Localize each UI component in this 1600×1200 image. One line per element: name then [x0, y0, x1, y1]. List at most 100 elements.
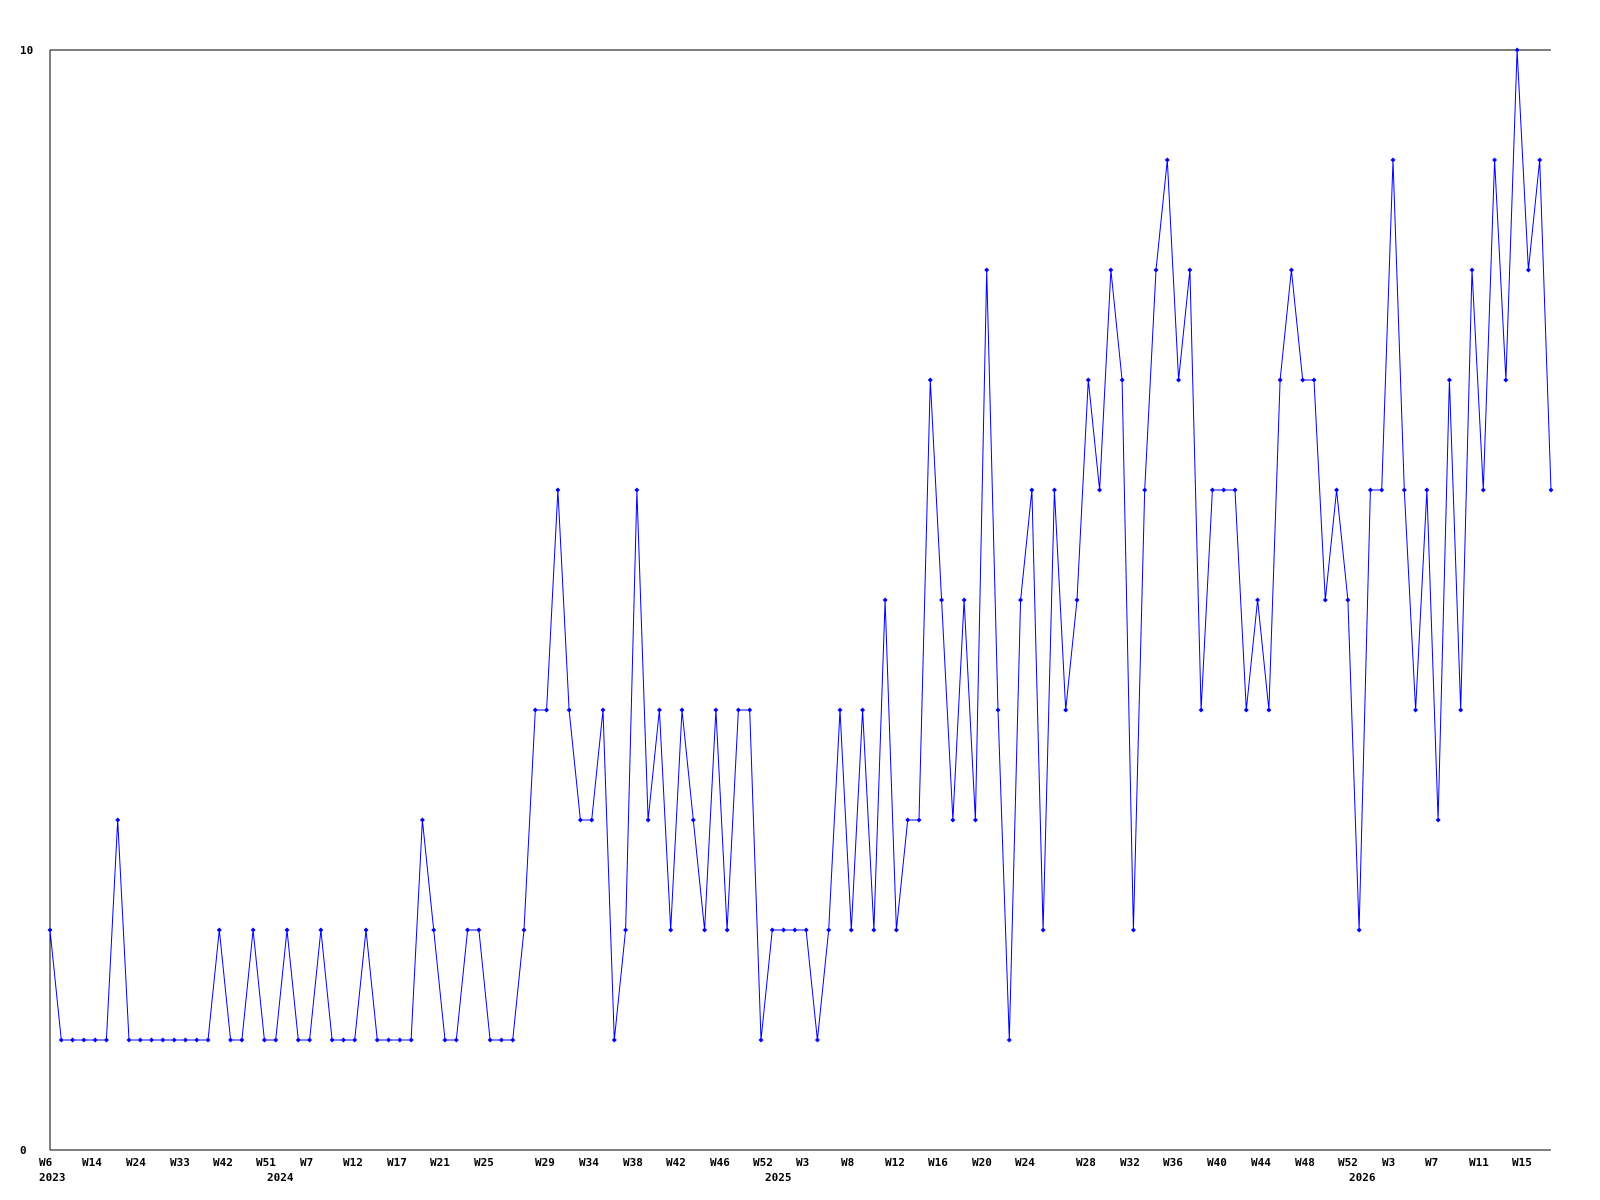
data-point	[589, 817, 595, 823]
data-point	[476, 927, 482, 933]
data-point	[340, 1037, 346, 1043]
x-tick-label: W42	[213, 1156, 233, 1169]
x-tick-label: W21	[430, 1156, 450, 1169]
data-point	[498, 1037, 504, 1043]
data-point	[103, 1037, 109, 1043]
data-point	[318, 927, 324, 933]
data-point	[261, 1037, 267, 1043]
data-point	[995, 707, 1001, 713]
data-point	[81, 1037, 87, 1043]
x-tick-label: W25	[474, 1156, 494, 1169]
data-point	[1345, 597, 1351, 603]
data-point	[893, 927, 899, 933]
x-tick-label: W32	[1120, 1156, 1140, 1169]
data-point	[374, 1037, 380, 1043]
year-labels: 2023 2024 2025 2026	[39, 1171, 1376, 1184]
data-point	[668, 927, 674, 933]
data-point	[510, 1037, 516, 1043]
series	[47, 47, 1554, 1043]
data-point	[115, 817, 121, 823]
data-point	[848, 927, 854, 933]
x-tick-label: W24	[1015, 1156, 1035, 1169]
data-point	[532, 707, 538, 713]
data-point	[1277, 377, 1283, 383]
data-point	[239, 1037, 245, 1043]
data-point	[1232, 487, 1238, 493]
data-point	[1142, 487, 1148, 493]
axes: 10 0	[20, 44, 1551, 1157]
data-point	[1243, 707, 1249, 713]
data-point	[792, 927, 798, 933]
x-tick-label: W7	[300, 1156, 313, 1169]
data-point	[1525, 267, 1531, 273]
data-point	[182, 1037, 188, 1043]
data-point	[216, 927, 222, 933]
data-point	[781, 927, 787, 933]
data-point	[58, 1037, 64, 1043]
data-point	[939, 597, 945, 603]
year-label: 2026	[1349, 1171, 1376, 1184]
data-point	[1097, 487, 1103, 493]
data-point	[758, 1037, 764, 1043]
data-point	[1492, 157, 1498, 163]
data-point	[386, 1037, 392, 1043]
series-line	[49, 49, 1552, 1041]
x-tick-label: W12	[885, 1156, 905, 1169]
data-point	[1266, 707, 1272, 713]
x-tick-label: W15	[1512, 1156, 1532, 1169]
data-point	[1187, 267, 1193, 273]
data-point	[1051, 487, 1057, 493]
x-tick-label: W28	[1076, 1156, 1096, 1169]
x-tick-label: W33	[170, 1156, 190, 1169]
data-point	[47, 927, 53, 933]
x-tick-labels: W6 W14 W24 W33 W42 W51 W7 W12 W17 W21 W25 W29 W34 W38…	[39, 1156, 1532, 1169]
data-point	[1119, 377, 1125, 383]
x-tick-label: W34	[579, 1156, 599, 1169]
data-point	[984, 267, 990, 273]
data-point	[916, 817, 922, 823]
data-point	[905, 817, 911, 823]
data-point	[1379, 487, 1385, 493]
x-tick-label: W52	[753, 1156, 773, 1169]
data-point	[92, 1037, 98, 1043]
data-point	[487, 1037, 493, 1043]
data-point	[126, 1037, 132, 1043]
data-point	[1221, 487, 1227, 493]
x-tick-label: W42	[666, 1156, 686, 1169]
data-point	[1255, 597, 1261, 603]
data-point	[1424, 487, 1430, 493]
data-point	[1029, 487, 1035, 493]
data-point	[860, 707, 866, 713]
data-point	[961, 597, 967, 603]
data-point	[1288, 267, 1294, 273]
y-tick-label-max: 10	[20, 44, 33, 57]
data-point	[837, 707, 843, 713]
y-tick-label-min: 0	[20, 1144, 27, 1157]
data-point	[1334, 487, 1340, 493]
data-point	[544, 707, 550, 713]
data-point	[814, 1037, 820, 1043]
x-tick-label: W38	[623, 1156, 643, 1169]
data-point	[1300, 377, 1306, 383]
data-point	[611, 1037, 617, 1043]
data-point	[1198, 707, 1204, 713]
data-point	[1413, 707, 1419, 713]
data-point	[453, 1037, 459, 1043]
data-point	[1108, 267, 1114, 273]
data-point	[521, 927, 527, 933]
data-point	[352, 1037, 358, 1043]
data-point	[566, 707, 572, 713]
data-point	[250, 927, 256, 933]
data-point	[1153, 267, 1159, 273]
data-point	[702, 927, 708, 933]
data-point	[656, 707, 662, 713]
x-tick-label: W20	[972, 1156, 992, 1169]
data-point	[1322, 597, 1328, 603]
x-tick-label: W16	[928, 1156, 948, 1169]
data-point	[408, 1037, 414, 1043]
data-point	[826, 927, 832, 933]
data-point	[137, 1037, 143, 1043]
data-point	[419, 817, 425, 823]
data-point	[228, 1037, 234, 1043]
